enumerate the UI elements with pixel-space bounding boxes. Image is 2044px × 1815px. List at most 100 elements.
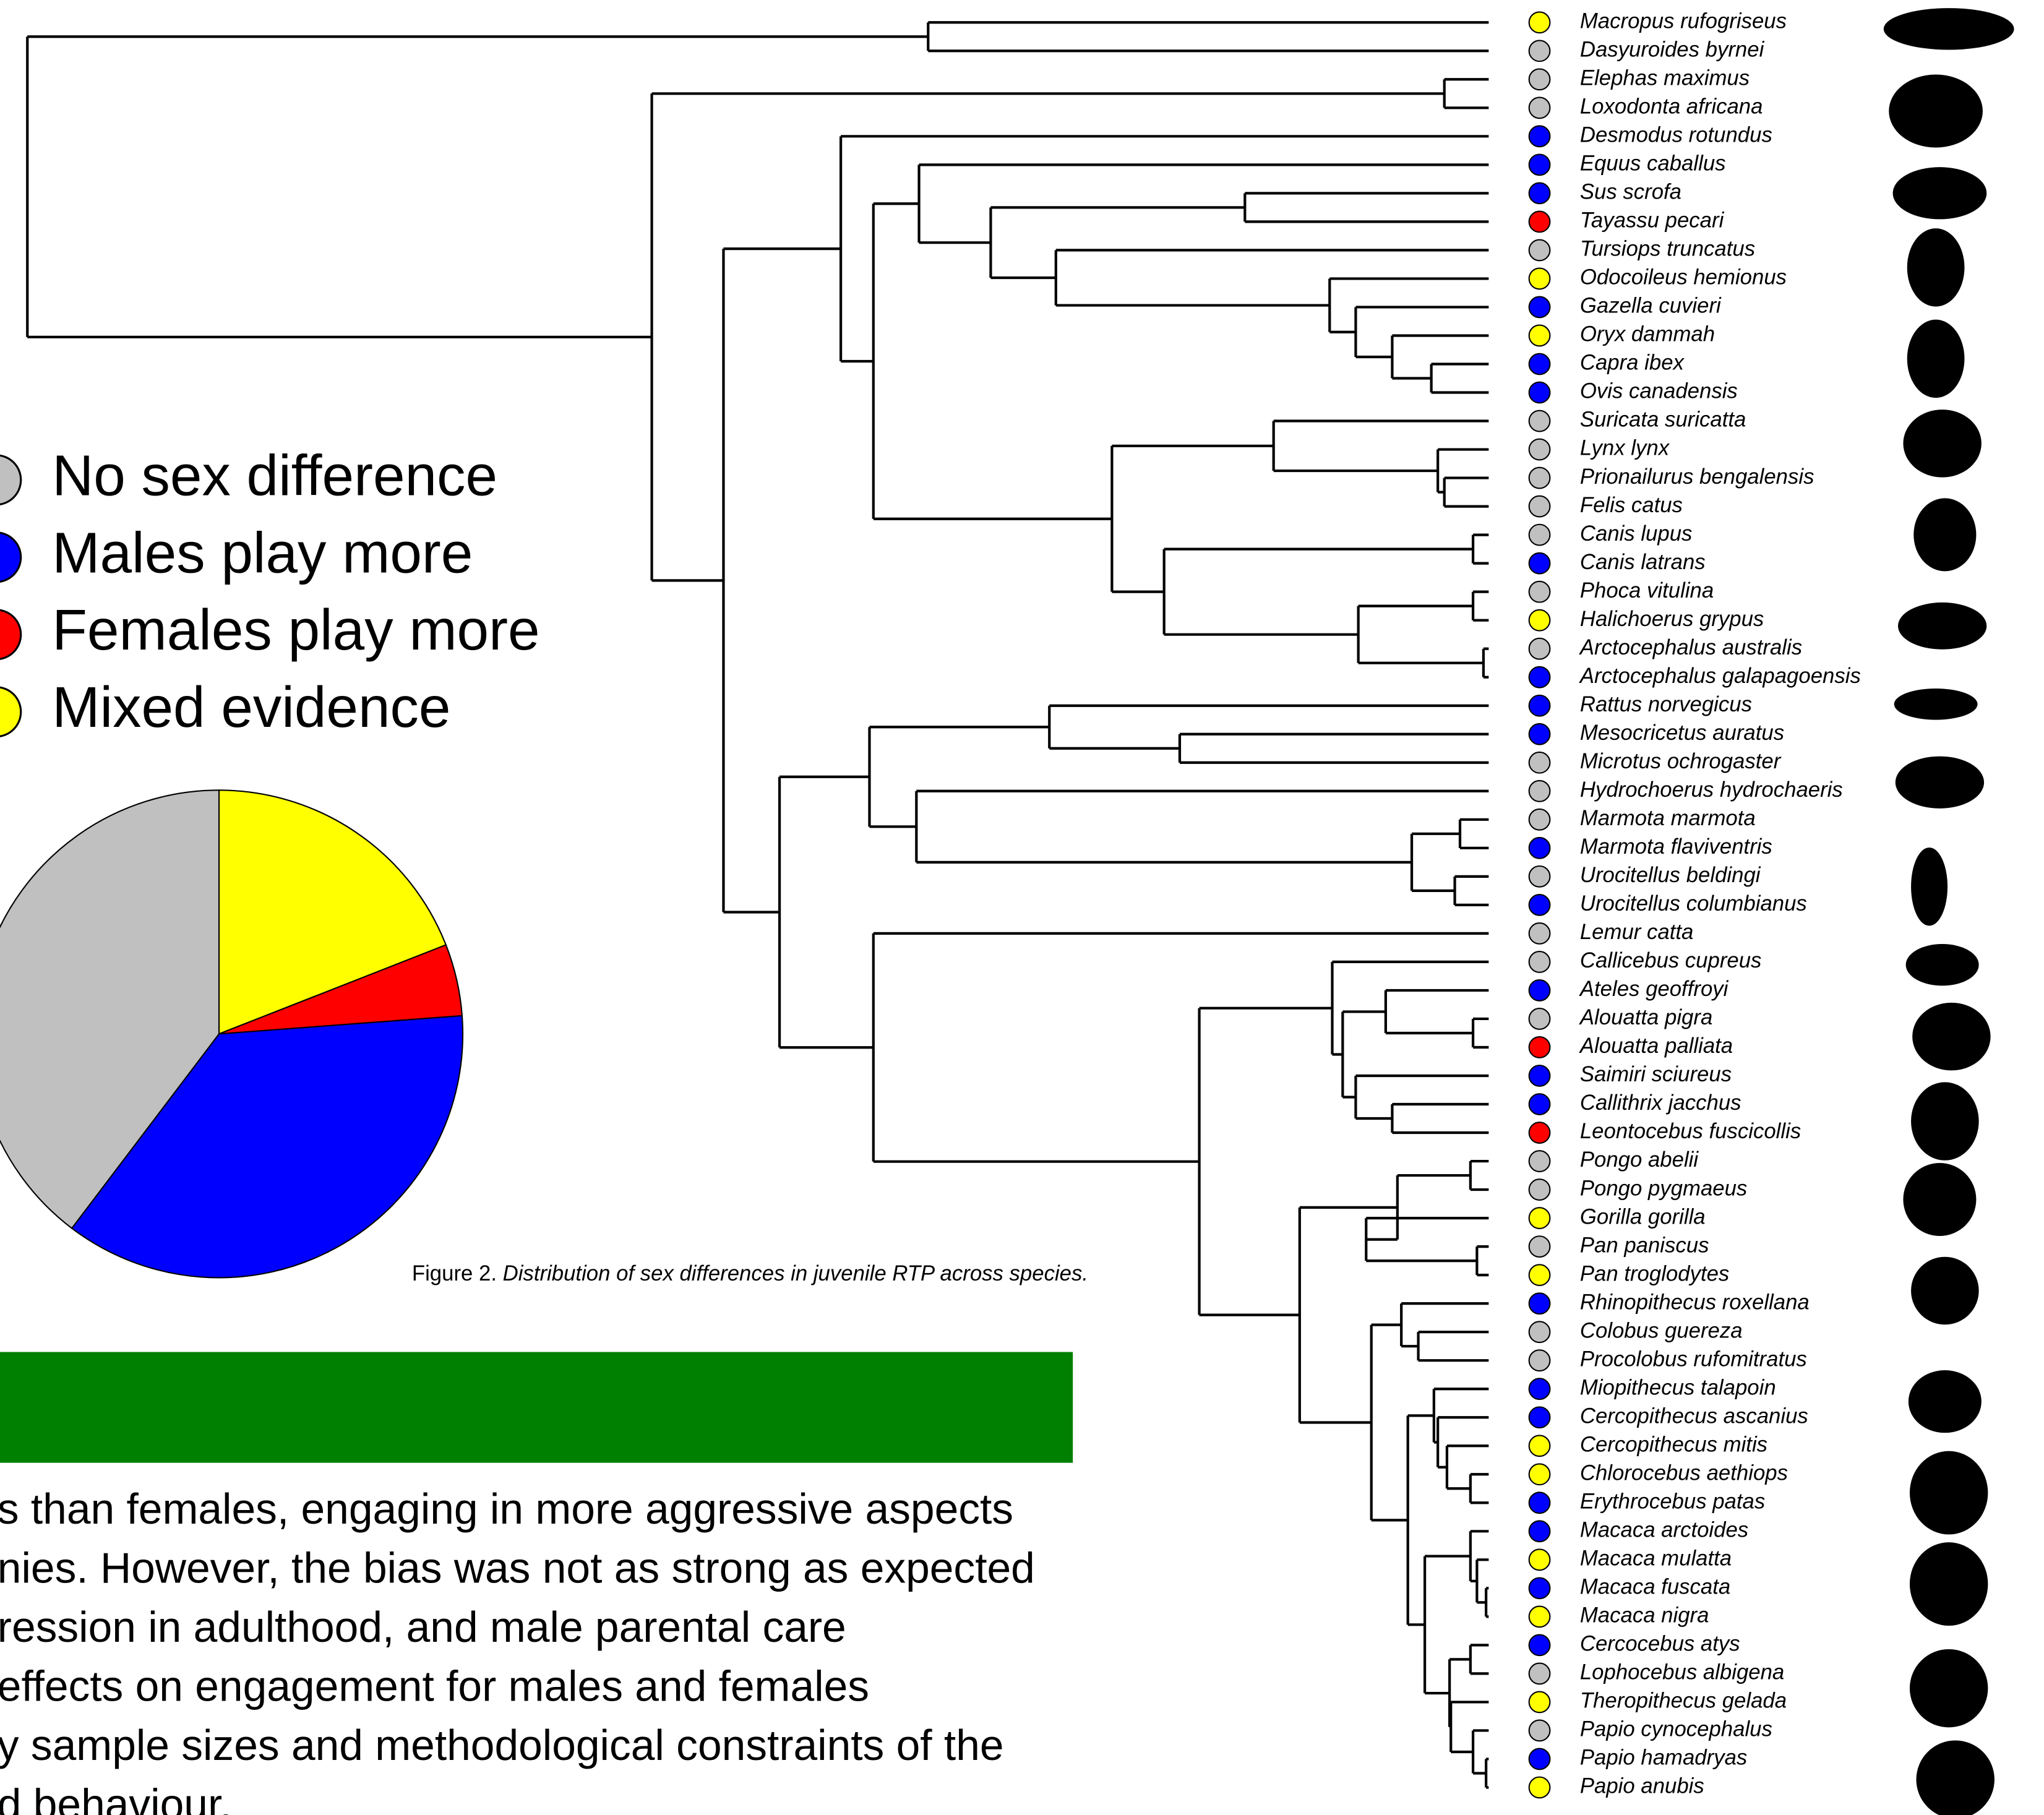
status-dot xyxy=(1529,183,1550,204)
species-name: Papio hamadryas xyxy=(1580,1746,1747,1770)
status-dot xyxy=(1529,1521,1550,1542)
legend-label: Males play more xyxy=(52,520,473,585)
status-dot xyxy=(1529,240,1550,261)
status-dot xyxy=(1529,1008,1550,1029)
species-name: Macaca nigra xyxy=(1580,1604,1709,1628)
status-dot xyxy=(1529,752,1550,773)
animal-silhouette xyxy=(1910,1451,1988,1535)
status-dot xyxy=(1529,496,1550,517)
animal-silhouette xyxy=(1910,1542,1988,1626)
section-bar xyxy=(0,1352,1073,1463)
status-dot xyxy=(1529,97,1550,118)
status-dot xyxy=(1529,1435,1550,1456)
status-dot xyxy=(1529,980,1550,1001)
status-dot xyxy=(1529,1208,1550,1229)
animal-silhouette xyxy=(1898,603,1986,650)
species-name: Elephas maximus xyxy=(1580,66,1750,90)
species-name: Macaca arctoides xyxy=(1580,1518,1748,1542)
status-dot xyxy=(1529,382,1550,403)
species-name: Cercocebus atys xyxy=(1580,1633,1740,1656)
status-dot xyxy=(1529,1749,1550,1770)
species-name: Callicebus cupreus xyxy=(1580,949,1762,972)
caption-text: Distribution of sex differences in juven… xyxy=(503,1262,1088,1285)
species-name: Erythrocebus patas xyxy=(1580,1490,1765,1513)
species-name: Papio anubis xyxy=(1580,1775,1704,1798)
status-dot xyxy=(1529,411,1550,432)
species-name: Rattus norvegicus xyxy=(1580,693,1752,716)
legend-swatch xyxy=(0,533,21,582)
species-name: Phoca vitulina xyxy=(1580,579,1714,603)
species-name: Macaca fuscata xyxy=(1580,1576,1730,1599)
species-name: Odocoileus hemionus xyxy=(1580,266,1787,290)
legend-label: No sex difference xyxy=(52,443,497,507)
species-name: Prionailurus bengalensis xyxy=(1580,465,1814,489)
species-name: Dasyuroides byrnei xyxy=(1580,38,1765,61)
status-dot xyxy=(1529,667,1550,688)
species-name: Tursiops truncatus xyxy=(1580,238,1755,261)
species-name: Lynx lynx xyxy=(1580,437,1670,460)
status-dot xyxy=(1529,12,1550,33)
status-dot xyxy=(1529,1777,1550,1798)
silhouettes xyxy=(1884,8,2014,1815)
species-name: Macropus rufogriseus xyxy=(1580,9,1787,33)
status-dot xyxy=(1529,1094,1550,1115)
status-dot xyxy=(1529,1549,1550,1570)
poster: Figure 2. Distribution of sex difference… xyxy=(0,0,2044,1815)
status-dot xyxy=(1529,1492,1550,1513)
animal-silhouette xyxy=(1893,167,1987,219)
species-name: Pan paniscus xyxy=(1580,1234,1709,1257)
animal-silhouette xyxy=(1896,757,1984,809)
status-dot xyxy=(1529,1037,1550,1058)
species-name: Chlorocebus aethiops xyxy=(1580,1461,1788,1485)
status-dot xyxy=(1529,268,1550,290)
status-dot xyxy=(1529,1179,1550,1200)
species-name: Alouatta pigra xyxy=(1579,1006,1712,1029)
status-dot xyxy=(1529,439,1550,460)
species-name: Felis catus xyxy=(1580,494,1683,517)
status-dot xyxy=(1529,1236,1550,1257)
legend-swatch xyxy=(0,455,21,505)
species-name: Pongo pygmaeus xyxy=(1580,1177,1747,1200)
species-name: Mesocricetus auratus xyxy=(1580,721,1784,745)
animal-silhouette xyxy=(1910,1649,1988,1727)
status-dot xyxy=(1529,724,1550,745)
status-dot xyxy=(1529,1407,1550,1428)
species-name: Lemur catta xyxy=(1580,920,1694,944)
legend-swatch xyxy=(0,687,21,737)
status-dot xyxy=(1529,325,1550,346)
species-name: Macaca mulatta xyxy=(1580,1547,1732,1571)
animal-silhouette xyxy=(1911,1082,1979,1160)
species-name: Saimiri sciureus xyxy=(1580,1063,1732,1086)
species-name: Halichoerus grypus xyxy=(1580,607,1764,631)
species-name: Ovis canadensis xyxy=(1580,380,1738,403)
species-name: Sus scrofa xyxy=(1580,181,1681,204)
animal-silhouette xyxy=(1906,944,1979,985)
status-dot xyxy=(1529,1464,1550,1485)
status-dot xyxy=(1529,638,1550,659)
species-name: Canis lupus xyxy=(1580,522,1693,546)
caption: Figure 2. Distribution of sex difference… xyxy=(412,1262,1088,1285)
status-dot xyxy=(1529,1378,1550,1399)
species-name: Marmota marmota xyxy=(1580,807,1756,830)
animal-silhouette xyxy=(1907,228,1965,306)
species-name: Colobus guereza xyxy=(1580,1319,1743,1342)
paragraph-line: effects on engagement for males and fema… xyxy=(0,1662,869,1710)
animal-silhouette xyxy=(1911,847,1947,925)
species-name: Leontocebus fuscicollis xyxy=(1580,1120,1801,1143)
species-name: Arctocephalus australis xyxy=(1579,636,1802,659)
status-dot xyxy=(1529,610,1550,631)
animal-silhouette xyxy=(1911,1257,1979,1325)
species-name: Theropithecus gelada xyxy=(1580,1689,1787,1713)
status-dot xyxy=(1529,838,1550,859)
status-dot xyxy=(1529,1607,1550,1628)
status-dot xyxy=(1529,1720,1550,1741)
status-dot xyxy=(1529,581,1550,603)
legend-label: Mixed evidence xyxy=(52,675,450,739)
status-dot xyxy=(1529,1692,1550,1713)
species-name: Equus caballus xyxy=(1580,152,1726,176)
paragraph-line: y sample sizes and methodological constr… xyxy=(0,1721,1004,1769)
species-name: Desmodus rotundus xyxy=(1580,124,1772,147)
status-dot xyxy=(1529,69,1550,90)
paragraph-line: ression in adulthood, and male parental … xyxy=(0,1603,846,1651)
species-name: Cercopithecus ascanius xyxy=(1580,1404,1808,1428)
